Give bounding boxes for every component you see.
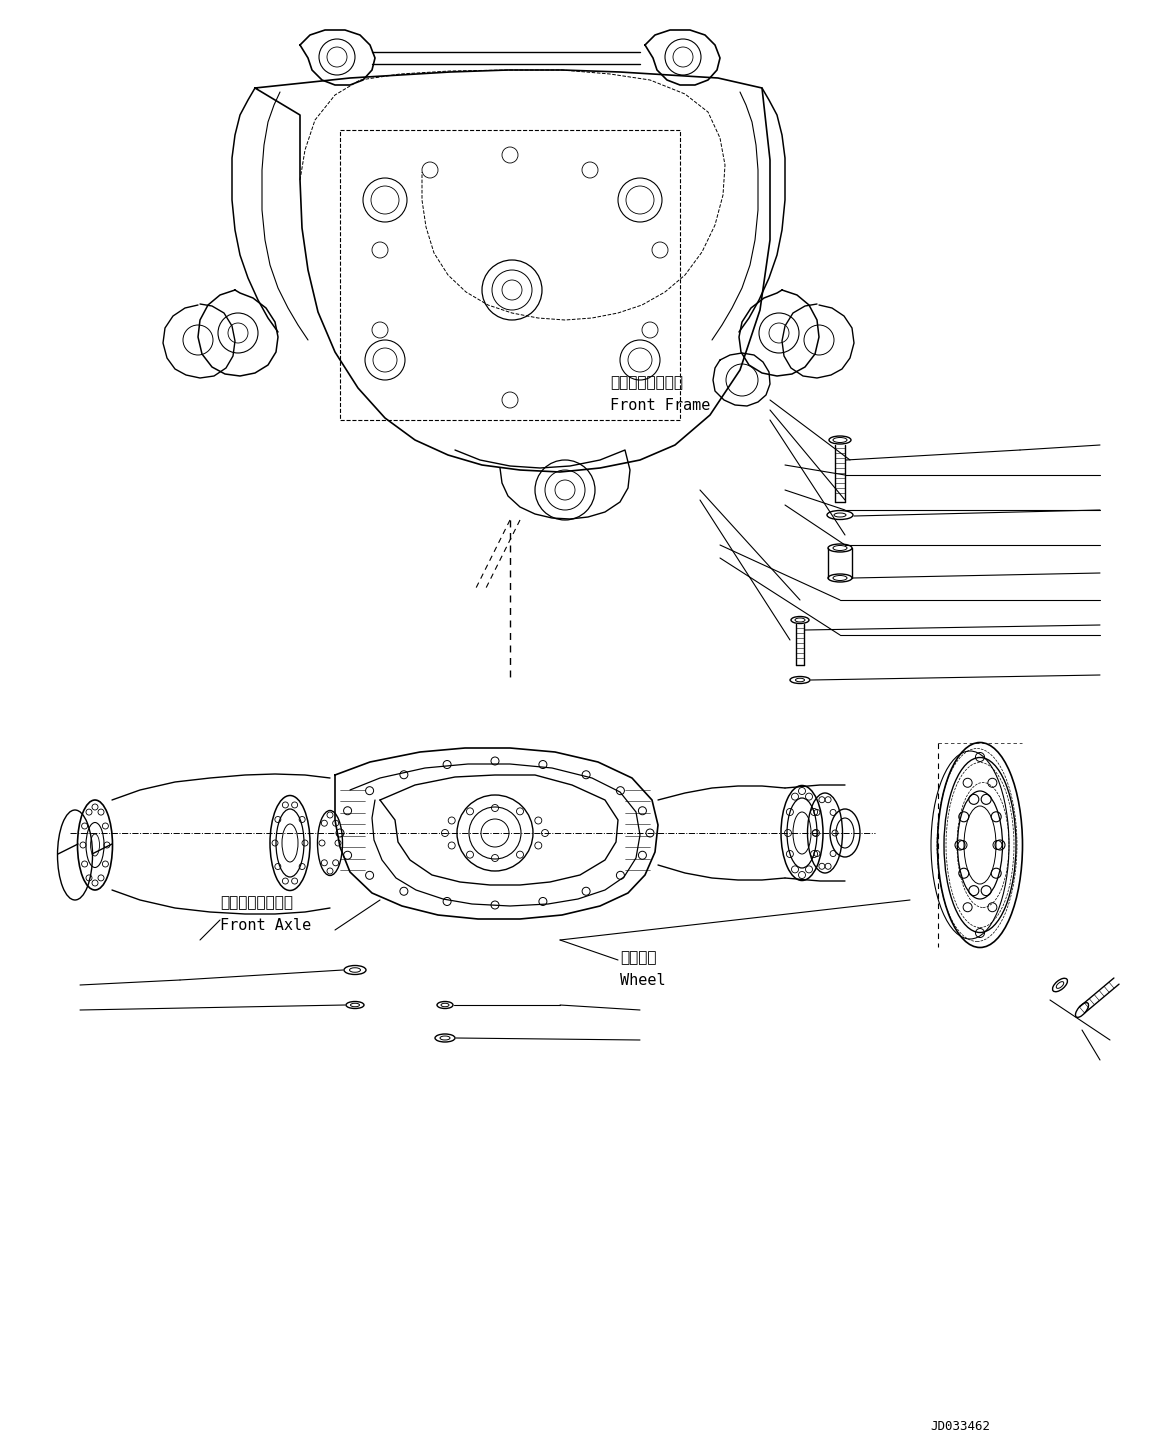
Text: Front Frame: Front Frame bbox=[611, 398, 711, 413]
Text: フロントアクスル: フロントアクスル bbox=[220, 895, 293, 910]
Text: Wheel: Wheel bbox=[620, 974, 665, 988]
Text: フロントフレーム: フロントフレーム bbox=[611, 375, 683, 389]
Text: JD033462: JD033462 bbox=[930, 1420, 990, 1433]
Text: ホイール: ホイール bbox=[620, 950, 656, 965]
Text: Front Axle: Front Axle bbox=[220, 918, 312, 933]
